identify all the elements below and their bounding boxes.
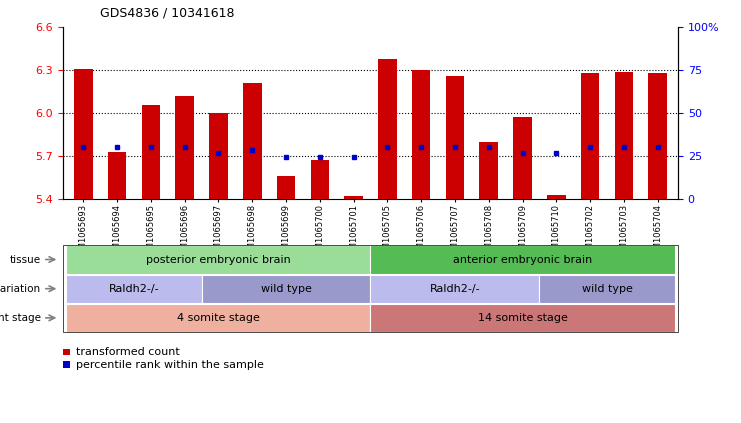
Bar — [514, 118, 532, 199]
Bar — [378, 59, 396, 199]
Bar — [445, 76, 465, 199]
Text: transformed count: transformed count — [76, 347, 179, 357]
Text: tissue: tissue — [10, 255, 41, 264]
Text: development stage: development stage — [0, 313, 41, 323]
Bar — [614, 72, 634, 199]
Bar — [547, 195, 565, 199]
Text: percentile rank within the sample: percentile rank within the sample — [76, 360, 264, 370]
Bar — [581, 73, 599, 199]
Text: 4 somite stage: 4 somite stage — [177, 313, 260, 323]
Text: posterior embryonic brain: posterior embryonic brain — [146, 255, 290, 264]
Text: anterior embryonic brain: anterior embryonic brain — [453, 255, 592, 264]
Bar — [412, 70, 431, 199]
Bar — [243, 83, 262, 199]
Text: wild type: wild type — [582, 284, 633, 294]
Bar — [345, 196, 363, 199]
Bar — [276, 176, 296, 199]
Bar — [74, 69, 93, 199]
Text: wild type: wild type — [261, 284, 311, 294]
Bar — [209, 113, 227, 199]
Text: GDS4836 / 10341618: GDS4836 / 10341618 — [100, 6, 235, 19]
Text: Raldh2-/-: Raldh2-/- — [109, 284, 159, 294]
Bar — [479, 142, 498, 199]
Bar — [648, 73, 667, 199]
Bar — [142, 104, 160, 199]
Text: 14 somite stage: 14 somite stage — [478, 313, 568, 323]
Bar — [176, 96, 194, 199]
Text: Raldh2-/-: Raldh2-/- — [430, 284, 480, 294]
Bar — [107, 152, 127, 199]
Text: genotype/variation: genotype/variation — [0, 284, 41, 294]
Bar — [310, 160, 329, 199]
